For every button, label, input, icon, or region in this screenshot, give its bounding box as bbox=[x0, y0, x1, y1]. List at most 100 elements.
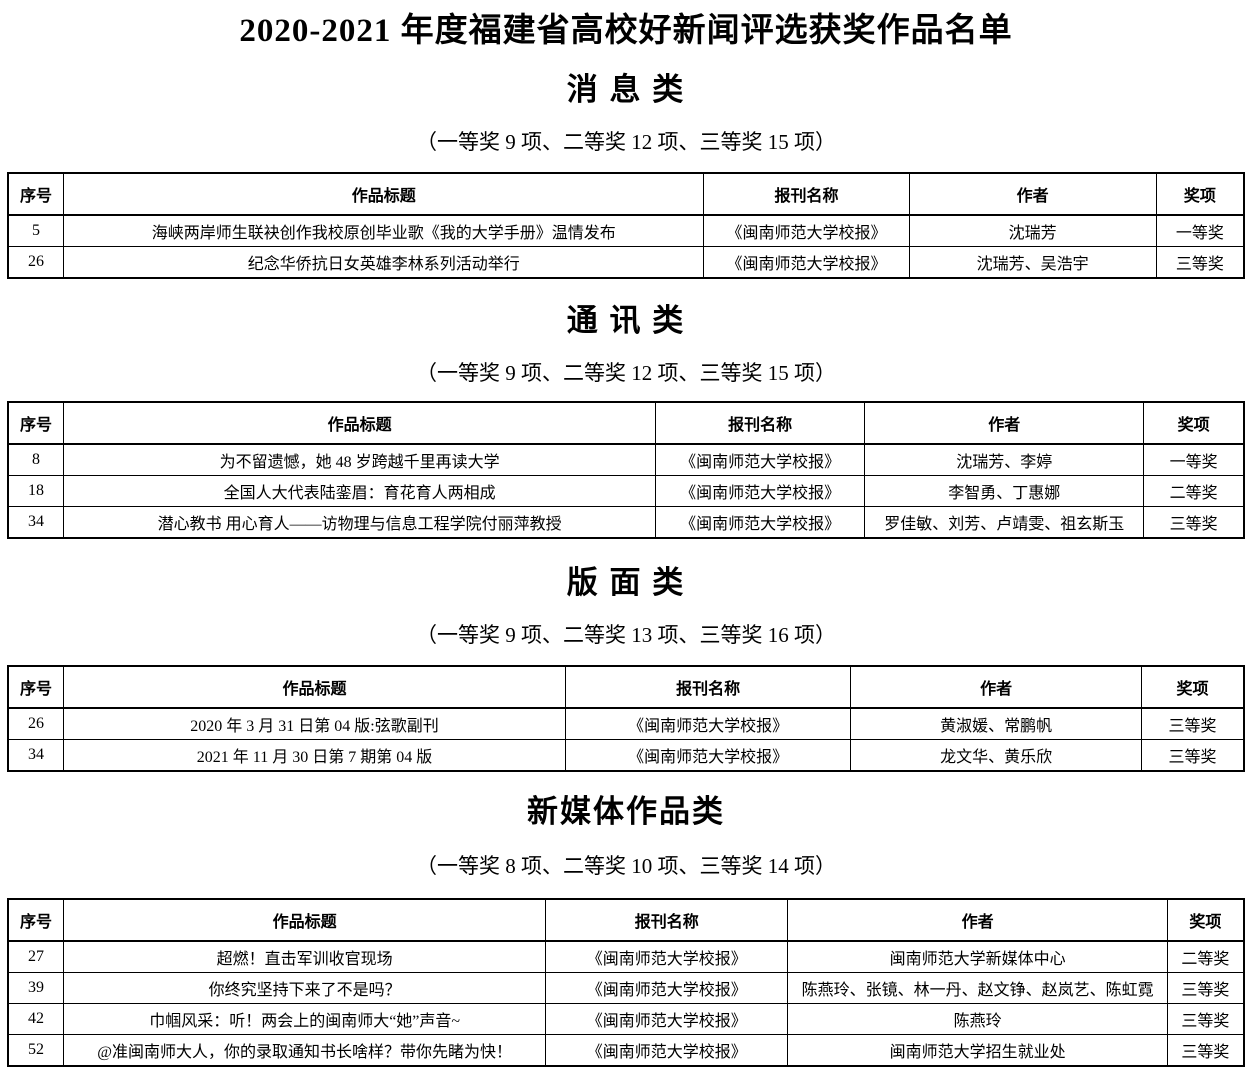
header-row: 序号 作品标题 报刊名称 作者 奖项 bbox=[7, 401, 1245, 445]
section-subtitle: （一等奖 9 项、二等奖 12 项、三等奖 15 项） bbox=[416, 130, 836, 154]
cell-index: 8 bbox=[7, 443, 65, 476]
cell-publication: 《闽南师范大学校报》 bbox=[545, 1034, 789, 1067]
col-header-publication: 报刊名称 bbox=[703, 172, 910, 216]
col-header-index: 序号 bbox=[7, 172, 65, 216]
col-header-title: 作品标题 bbox=[63, 172, 705, 216]
cell-publication: 《闽南师范大学校报》 bbox=[545, 940, 789, 973]
section-subtitle: （一等奖 8 项、二等奖 10 项、三等奖 14 项） bbox=[416, 854, 836, 878]
header-row: 序号 作品标题 报刊名称 作者 奖项 bbox=[7, 665, 1245, 709]
cell-title: @准闽南师大人，你的录取通知书长啥样？带你先睹为快！ bbox=[63, 1034, 547, 1067]
cell-index: 27 bbox=[7, 940, 65, 973]
col-header-index: 序号 bbox=[7, 898, 65, 942]
cell-publication: 《闽南师范大学校报》 bbox=[564, 739, 852, 772]
cell-publication: 《闽南师范大学校报》 bbox=[655, 443, 866, 476]
section-news: 消 息 类 （一等奖 9 项、二等奖 12 项、三等奖 15 项） 序号 作品标… bbox=[0, 68, 1252, 279]
col-header-publication: 报刊名称 bbox=[564, 665, 852, 709]
cell-index: 26 bbox=[7, 707, 65, 740]
table-row: 18 全国人大代表陆銮眉：育花育人两相成 《闽南师范大学校报》 李智勇、丁惠娜 … bbox=[7, 475, 1245, 507]
cell-index: 39 bbox=[7, 972, 65, 1004]
cell-index: 34 bbox=[7, 739, 65, 772]
cell-authors: 闽南师范大学招生就业处 bbox=[787, 1034, 1168, 1067]
table-row: 26 纪念华侨抗日女英雄李林系列活动举行 《闽南师范大学校报》 沈瑞芳、吴浩宇 … bbox=[7, 246, 1245, 279]
section-communication: 通 讯 类 （一等奖 9 项、二等奖 12 项、三等奖 15 项） 序号 作品标… bbox=[0, 299, 1252, 539]
section-layout: 版 面 类 （一等奖 9 项、二等奖 13 项、三等奖 16 项） 序号 作品标… bbox=[0, 561, 1252, 772]
cell-authors: 沈瑞芳、吴浩宇 bbox=[908, 246, 1157, 279]
cell-index: 42 bbox=[7, 1003, 65, 1035]
cell-award: 三等奖 bbox=[1140, 739, 1245, 772]
cell-title: 超燃！直击军训收官现场 bbox=[63, 940, 547, 973]
col-header-authors: 作者 bbox=[850, 665, 1142, 709]
table-row: 34 潜心教书 用心育人——访物理与信息工程学院付丽萍教授 《闽南师范大学校报》… bbox=[7, 506, 1245, 539]
col-header-award: 奖项 bbox=[1143, 401, 1245, 445]
col-header-award: 奖项 bbox=[1166, 898, 1245, 942]
col-header-title: 作品标题 bbox=[63, 665, 566, 709]
section-subtitle: （一等奖 9 项、二等奖 12 项、三等奖 15 项） bbox=[416, 361, 836, 385]
cell-authors: 陈燕玲、张镜、林一丹、赵文铮、赵岚艺、陈虹霓 bbox=[787, 972, 1168, 1004]
award-table: 序号 作品标题 报刊名称 作者 奖项 5 海峡两岸师生联袂创作我校原创毕业歌《我… bbox=[7, 172, 1245, 279]
col-header-publication: 报刊名称 bbox=[545, 898, 789, 942]
col-header-publication: 报刊名称 bbox=[655, 401, 866, 445]
col-header-award: 奖项 bbox=[1155, 172, 1245, 216]
cell-index: 34 bbox=[7, 506, 65, 539]
cell-award: 三等奖 bbox=[1140, 707, 1245, 740]
cell-publication: 《闽南师范大学校报》 bbox=[655, 506, 866, 539]
col-header-index: 序号 bbox=[7, 401, 65, 445]
cell-publication: 《闽南师范大学校报》 bbox=[655, 475, 866, 507]
cell-award: 一等奖 bbox=[1143, 443, 1245, 476]
cell-index: 18 bbox=[7, 475, 65, 507]
cell-authors: 黄淑媛、常鹏帆 bbox=[850, 707, 1142, 740]
cell-title: 巾帼风采：听！两会上的闽南师大“她”声音~ bbox=[63, 1003, 547, 1035]
cell-title: 2020 年 3 月 31 日第 04 版:弦歌副刊 bbox=[63, 707, 566, 740]
cell-authors: 闽南师范大学新媒体中心 bbox=[787, 940, 1168, 973]
section-subtitle: （一等奖 9 项、二等奖 13 项、三等奖 16 项） bbox=[416, 623, 836, 647]
table-row: 26 2020 年 3 月 31 日第 04 版:弦歌副刊 《闽南师范大学校报》… bbox=[7, 707, 1245, 740]
cell-publication: 《闽南师范大学校报》 bbox=[545, 1003, 789, 1035]
cell-award: 三等奖 bbox=[1166, 972, 1245, 1004]
award-table: 序号 作品标题 报刊名称 作者 奖项 8 为不留遗憾，她 48 岁跨越千里再读大… bbox=[7, 401, 1245, 539]
section-heading: 新媒体作品类 bbox=[527, 794, 725, 829]
cell-authors: 沈瑞芳 bbox=[908, 214, 1157, 247]
col-header-index: 序号 bbox=[7, 665, 65, 709]
col-header-authors: 作者 bbox=[908, 172, 1157, 216]
cell-authors: 李智勇、丁惠娜 bbox=[864, 475, 1145, 507]
cell-award: 一等奖 bbox=[1155, 214, 1245, 247]
cell-publication: 《闽南师范大学校报》 bbox=[703, 246, 910, 279]
table-row: 42 巾帼风采：听！两会上的闽南师大“她”声音~ 《闽南师范大学校报》 陈燕玲 … bbox=[7, 1003, 1245, 1035]
table-row: 27 超燃！直击军训收官现场 《闽南师范大学校报》 闽南师范大学新媒体中心 二等… bbox=[7, 940, 1245, 973]
section-new-media: 新媒体作品类 （一等奖 8 项、二等奖 10 项、三等奖 14 项） 序号 作品… bbox=[0, 790, 1252, 1067]
cell-title: 潜心教书 用心育人——访物理与信息工程学院付丽萍教授 bbox=[63, 506, 657, 539]
cell-authors: 龙文华、黄乐欣 bbox=[850, 739, 1142, 772]
col-header-award: 奖项 bbox=[1140, 665, 1245, 709]
cell-title: 为不留遗憾，她 48 岁跨越千里再读大学 bbox=[63, 443, 657, 476]
table-row: 52 @准闽南师大人，你的录取通知书长啥样？带你先睹为快！ 《闽南师范大学校报》… bbox=[7, 1034, 1245, 1067]
cell-award: 二等奖 bbox=[1166, 940, 1245, 973]
cell-award: 三等奖 bbox=[1143, 506, 1245, 539]
cell-award: 二等奖 bbox=[1143, 475, 1245, 507]
cell-title: 2021 年 11 月 30 日第 7 期第 04 版 bbox=[63, 739, 566, 772]
cell-index: 52 bbox=[7, 1034, 65, 1067]
table-row: 34 2021 年 11 月 30 日第 7 期第 04 版 《闽南师范大学校报… bbox=[7, 739, 1245, 772]
cell-index: 5 bbox=[7, 214, 65, 247]
col-header-title: 作品标题 bbox=[63, 401, 657, 445]
cell-publication: 《闽南师范大学校报》 bbox=[564, 707, 852, 740]
header-row: 序号 作品标题 报刊名称 作者 奖项 bbox=[7, 898, 1245, 942]
cell-award: 三等奖 bbox=[1166, 1034, 1245, 1067]
section-heading: 消 息 类 bbox=[566, 72, 686, 107]
col-header-title: 作品标题 bbox=[63, 898, 547, 942]
cell-publication: 《闽南师范大学校报》 bbox=[703, 214, 910, 247]
cell-award: 三等奖 bbox=[1166, 1003, 1245, 1035]
table-row: 39 你终究坚持下来了不是吗？ 《闽南师范大学校报》 陈燕玲、张镜、林一丹、赵文… bbox=[7, 972, 1245, 1004]
cell-title: 海峡两岸师生联袂创作我校原创毕业歌《我的大学手册》温情发布 bbox=[63, 214, 705, 247]
cell-index: 26 bbox=[7, 246, 65, 279]
cell-title: 全国人大代表陆銮眉：育花育人两相成 bbox=[63, 475, 657, 507]
header-row: 序号 作品标题 报刊名称 作者 奖项 bbox=[7, 172, 1245, 216]
cell-authors: 罗佳敏、刘芳、卢靖雯、祖玄斯玉 bbox=[864, 506, 1145, 539]
cell-title: 纪念华侨抗日女英雄李林系列活动举行 bbox=[63, 246, 705, 279]
cell-award: 三等奖 bbox=[1155, 246, 1245, 279]
cell-title: 你终究坚持下来了不是吗？ bbox=[63, 972, 547, 1004]
section-heading: 通 讯 类 bbox=[566, 303, 686, 338]
col-header-authors: 作者 bbox=[864, 401, 1145, 445]
award-table: 序号 作品标题 报刊名称 作者 奖项 27 超燃！直击军训收官现场 《闽南师范大… bbox=[7, 898, 1245, 1067]
page-title: 2020-2021 年度福建省高校好新闻评选获奖作品名单 bbox=[239, 13, 1013, 49]
section-heading: 版 面 类 bbox=[566, 565, 686, 600]
